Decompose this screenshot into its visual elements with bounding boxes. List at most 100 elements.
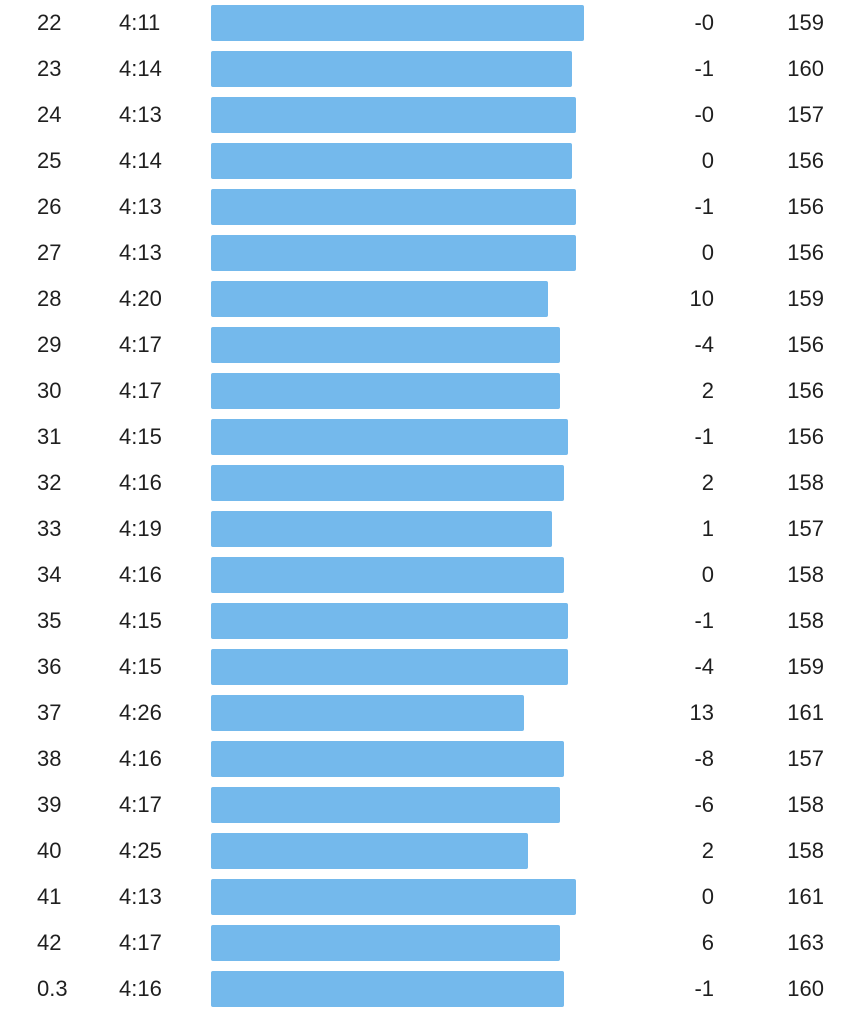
split-pace-bar [211, 281, 548, 317]
split-km: 41 [37, 884, 62, 909]
split-row[interactable]: 42 4:17 6 163 [0, 920, 861, 966]
split-pace: 4:16 [119, 562, 162, 587]
split-pace: 4:26 [119, 700, 162, 725]
split-pace: 4:20 [119, 286, 162, 311]
split-heart-rate: 158 [787, 838, 824, 863]
split-elevation: -1 [694, 424, 714, 449]
split-elevation: 2 [701, 470, 714, 495]
split-row[interactable]: 41 4:13 0 161 [0, 874, 861, 920]
split-km: 26 [37, 194, 62, 219]
split-heart-rate: 160 [787, 56, 824, 81]
split-pace-bar [211, 971, 564, 1007]
split-km: 36 [37, 654, 62, 679]
split-pace: 4:17 [119, 378, 162, 403]
split-row[interactable]: 35 4:15 -1 158 [0, 598, 861, 644]
split-heart-rate: 158 [787, 562, 824, 587]
split-pace: 4:13 [119, 240, 162, 265]
split-row[interactable]: 0.3 4:16 -1 160 [0, 966, 861, 1012]
split-row[interactable]: 38 4:16 -8 157 [0, 736, 861, 782]
split-pace: 4:13 [119, 884, 162, 909]
split-row[interactable]: 26 4:13 -1 156 [0, 184, 861, 230]
split-km: 40 [37, 838, 62, 863]
split-heart-rate: 156 [787, 240, 824, 265]
split-pace-bar [211, 419, 568, 455]
split-row[interactable]: 34 4:16 0 158 [0, 552, 861, 598]
split-elevation: -4 [694, 654, 714, 679]
split-heart-rate: 156 [787, 424, 824, 449]
split-heart-rate: 159 [787, 654, 824, 679]
split-elevation: -8 [694, 746, 714, 771]
split-row[interactable]: 28 4:20 10 159 [0, 276, 861, 322]
split-km: 31 [37, 424, 62, 449]
split-pace-bar [211, 51, 572, 87]
split-pace-bar [211, 649, 568, 685]
split-row[interactable]: 22 4:11 -0 159 [0, 0, 861, 46]
split-row[interactable]: 29 4:17 -4 156 [0, 322, 861, 368]
split-km: 25 [37, 148, 62, 173]
split-pace: 4:14 [119, 148, 162, 173]
split-pace: 4:16 [119, 976, 162, 1001]
split-elevation: 2 [701, 838, 714, 863]
split-row[interactable]: 33 4:19 1 157 [0, 506, 861, 552]
split-row[interactable]: 24 4:13 -0 157 [0, 92, 861, 138]
split-pace-bar [211, 925, 560, 961]
split-pace: 4:14 [119, 56, 162, 81]
split-pace-bar [211, 235, 576, 271]
split-pace: 4:19 [119, 516, 162, 541]
split-heart-rate: 160 [787, 976, 824, 1001]
split-pace: 4:16 [119, 470, 162, 495]
split-pace-bar [211, 879, 576, 915]
split-pace-bar [211, 695, 524, 731]
split-heart-rate: 158 [787, 470, 824, 495]
split-km: 24 [37, 102, 62, 127]
split-pace: 4:17 [119, 930, 162, 955]
split-elevation: 1 [701, 516, 714, 541]
split-km: 35 [37, 608, 62, 633]
split-pace: 4:13 [119, 194, 162, 219]
split-km: 22 [37, 10, 62, 35]
split-km: 38 [37, 746, 62, 771]
split-elevation: 2 [701, 378, 714, 403]
split-heart-rate: 156 [787, 378, 824, 403]
split-pace-bar [211, 511, 552, 547]
split-elevation: 13 [689, 700, 714, 725]
split-row[interactable]: 40 4:25 2 158 [0, 828, 861, 874]
split-elevation: -4 [694, 332, 714, 357]
split-row[interactable]: 31 4:15 -1 156 [0, 414, 861, 460]
split-elevation: -0 [694, 102, 714, 127]
split-pace-bar [211, 5, 584, 41]
split-pace: 4:16 [119, 746, 162, 771]
split-row[interactable]: 36 4:15 -4 159 [0, 644, 861, 690]
split-pace: 4:15 [119, 654, 162, 679]
split-row[interactable]: 27 4:13 0 156 [0, 230, 861, 276]
split-row[interactable]: 25 4:14 0 156 [0, 138, 861, 184]
split-pace: 4:17 [119, 332, 162, 357]
split-heart-rate: 156 [787, 332, 824, 357]
split-km: 32 [37, 470, 62, 495]
split-heart-rate: 159 [787, 10, 824, 35]
split-elevation: 6 [701, 930, 714, 955]
split-elevation: 0 [701, 240, 714, 265]
split-pace-bar [211, 465, 564, 501]
split-row[interactable]: 30 4:17 2 156 [0, 368, 861, 414]
split-elevation: -0 [694, 10, 714, 35]
split-elevation: 10 [689, 286, 714, 311]
split-row[interactable]: 32 4:16 2 158 [0, 460, 861, 506]
split-row[interactable]: 23 4:14 -1 160 [0, 46, 861, 92]
split-elevation: -1 [694, 56, 714, 81]
split-heart-rate: 157 [787, 516, 824, 541]
split-pace-bar [211, 741, 564, 777]
split-km: 28 [37, 286, 62, 311]
split-heart-rate: 158 [787, 608, 824, 633]
split-row[interactable]: 39 4:17 -6 158 [0, 782, 861, 828]
split-heart-rate: 157 [787, 102, 824, 127]
split-km: 29 [37, 332, 62, 357]
split-heart-rate: 156 [787, 148, 824, 173]
split-row[interactable]: 37 4:26 13 161 [0, 690, 861, 736]
split-pace-bar [211, 833, 528, 869]
split-pace-bar [211, 603, 568, 639]
split-km: 33 [37, 516, 62, 541]
split-pace-bar [211, 143, 572, 179]
split-pace-bar [211, 373, 560, 409]
split-km: 0.3 [37, 976, 68, 1001]
